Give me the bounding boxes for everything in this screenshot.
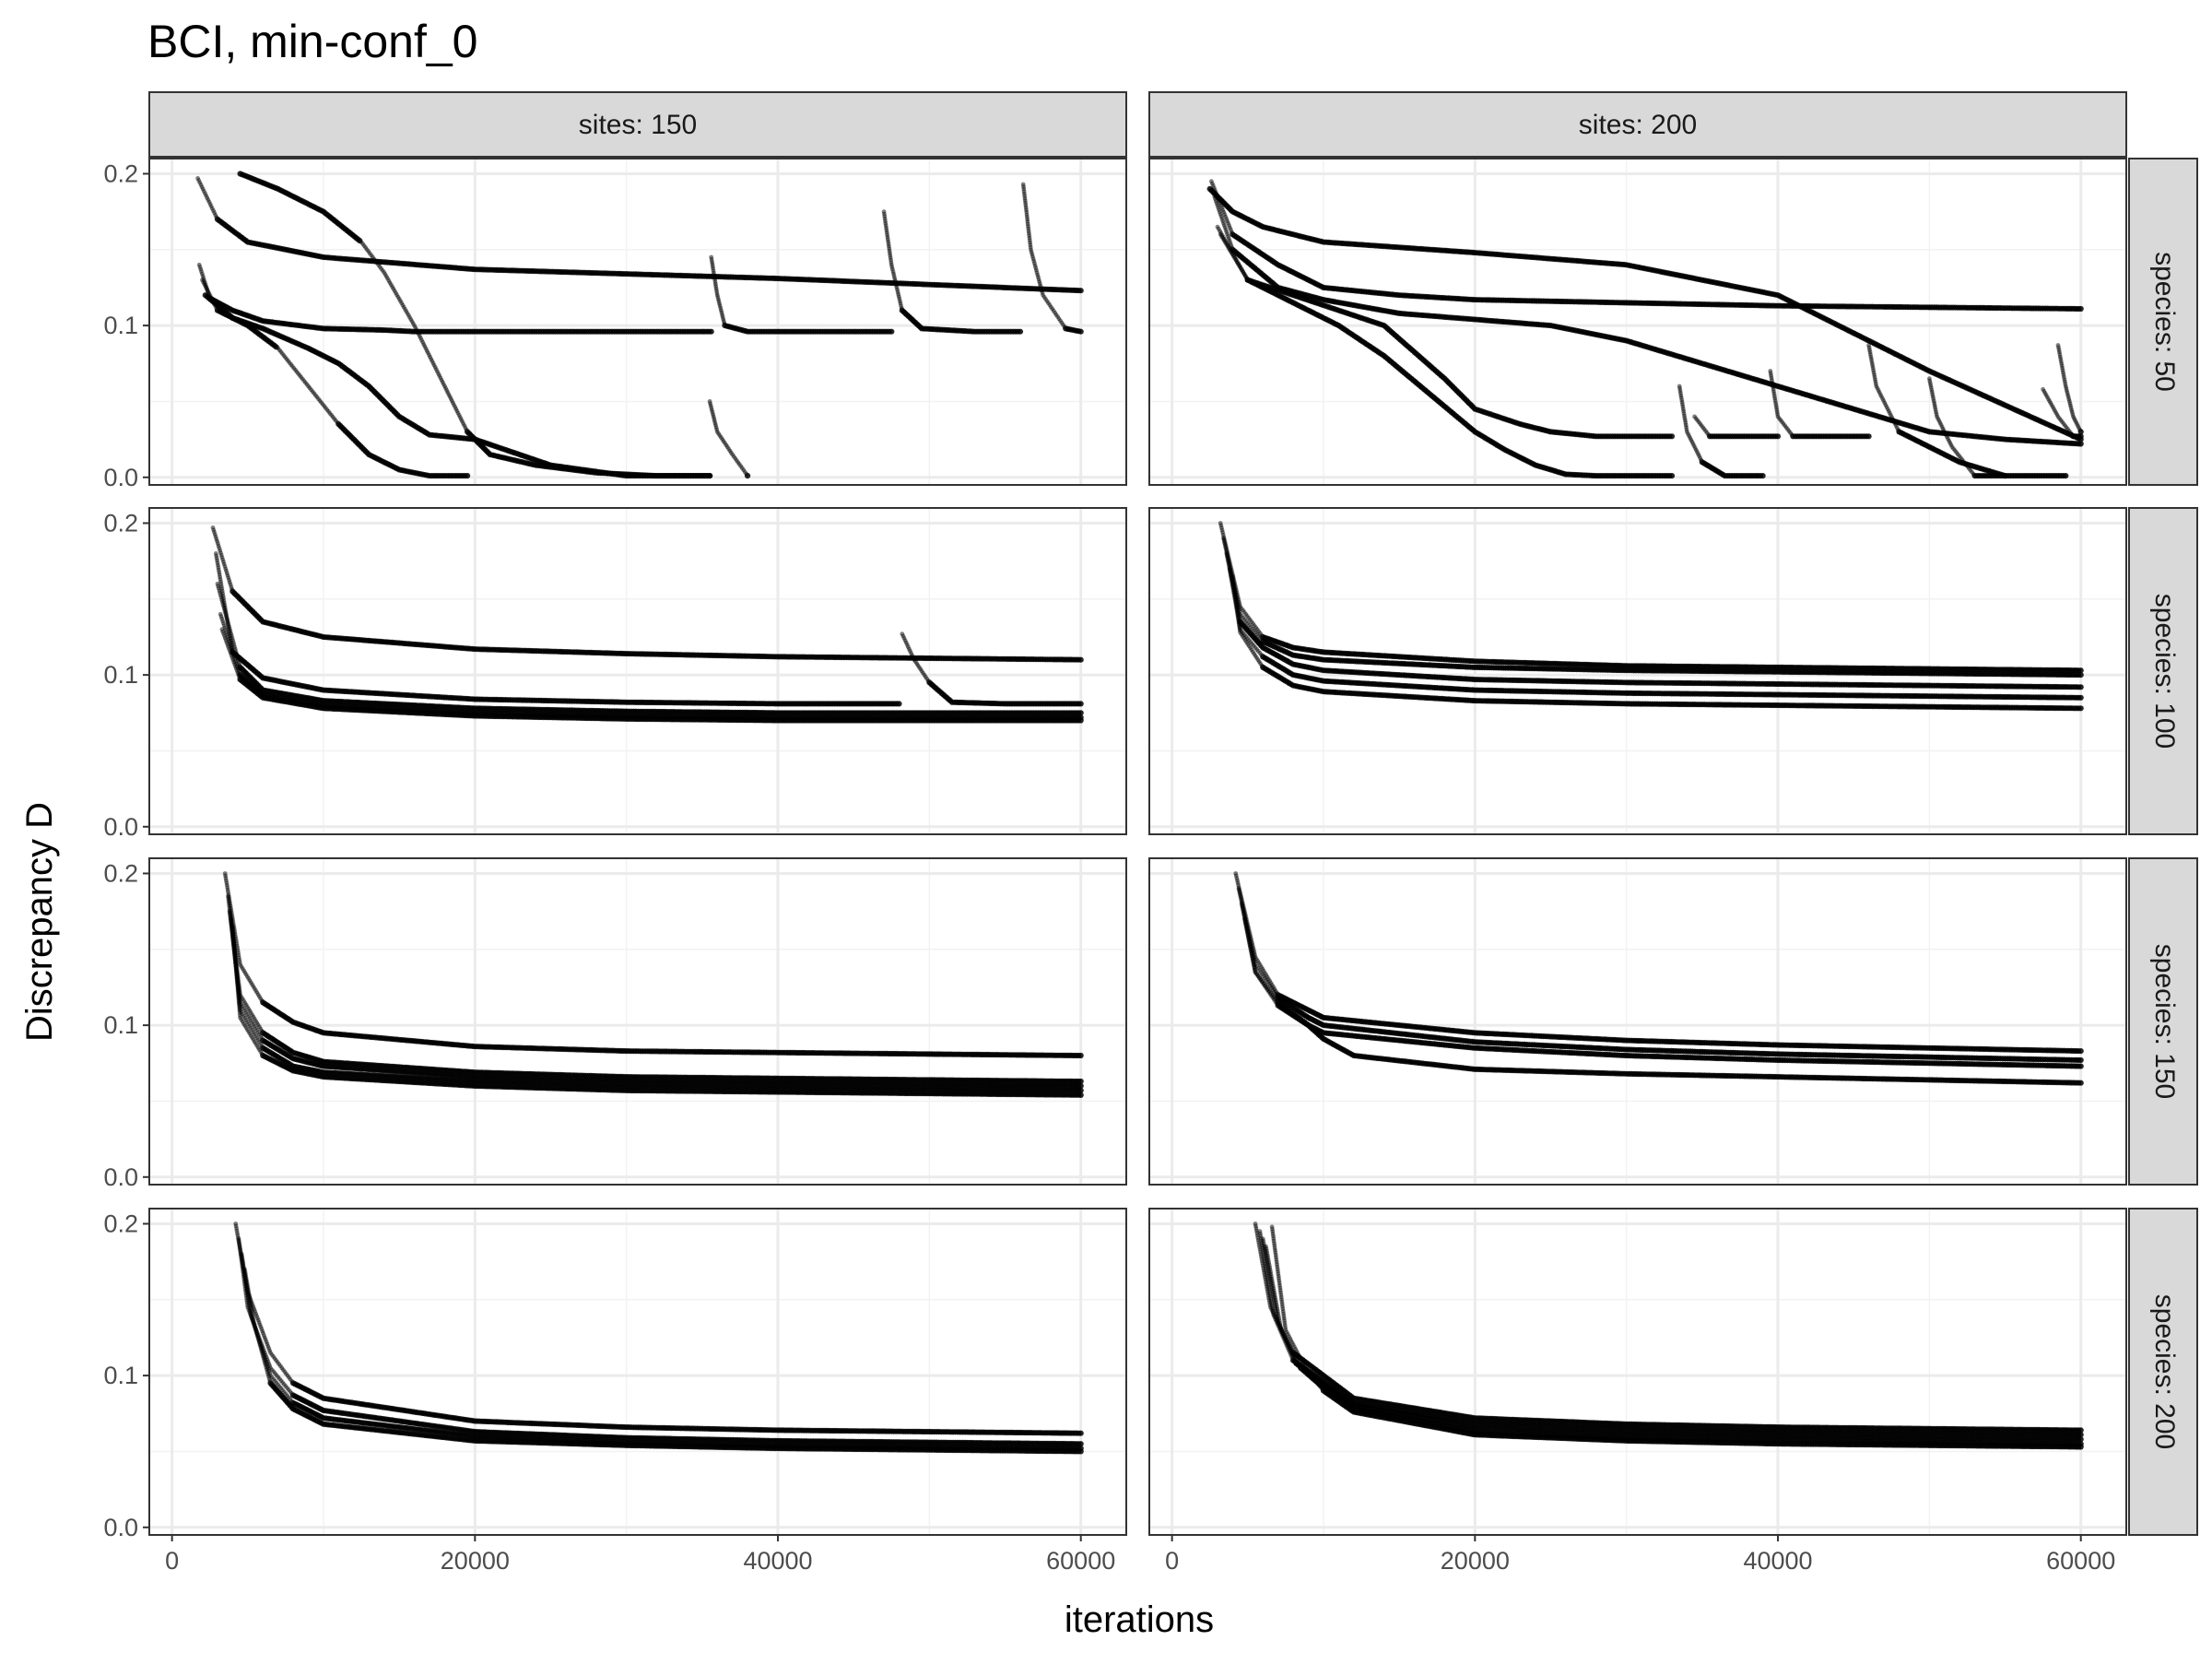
panel-1-0: 0.00.10.2 (103, 508, 1126, 841)
chart-title: BCI, min-conf_0 (147, 16, 477, 67)
data-point (1775, 433, 1781, 439)
row-strip-label: species: 200 (2149, 1294, 2180, 1449)
x-axis-title: iterations (1065, 1599, 1214, 1640)
panel-0-1 (1149, 159, 2126, 485)
data-point (1866, 433, 1872, 439)
panels-layer: sites: 150 sites: 200 species: 50 species: … (103, 92, 2197, 1575)
data-point (709, 329, 714, 335)
data-point (2063, 473, 2068, 478)
panel-background (149, 159, 1126, 485)
data-point (465, 473, 470, 478)
data-point (1669, 473, 1675, 478)
row-strip-label: species: 100 (2149, 594, 2180, 749)
data-point (1760, 473, 1766, 478)
column-strip-label: sites: 200 (1579, 110, 1697, 140)
y-tick-label: 0.2 (103, 159, 138, 187)
data-point (1078, 329, 1084, 335)
y-tick-label: 0.1 (103, 312, 138, 339)
row-strip-label: species: 50 (2149, 252, 2180, 392)
data-point (745, 473, 750, 478)
data-point (2078, 441, 2084, 446)
data-point (1078, 288, 1084, 293)
data-point (1078, 657, 1084, 663)
panel-background (149, 508, 1126, 834)
y-tick-label: 0.0 (103, 464, 138, 491)
data-point (1078, 701, 1084, 706)
data-point (1669, 433, 1675, 439)
data-point (1018, 329, 1023, 335)
data-point (896, 701, 901, 706)
y-axis-title: Discrepancy D (19, 802, 60, 1042)
column-strip-label: sites: 150 (579, 110, 697, 140)
data-point (888, 329, 894, 335)
data-point (2078, 306, 2084, 312)
data-point (707, 473, 712, 478)
row-strip-label: species: 150 (2149, 944, 2180, 1099)
data-point (2078, 429, 2084, 434)
panel-0-0: 0.0 0.1 0.2 (103, 159, 1126, 491)
